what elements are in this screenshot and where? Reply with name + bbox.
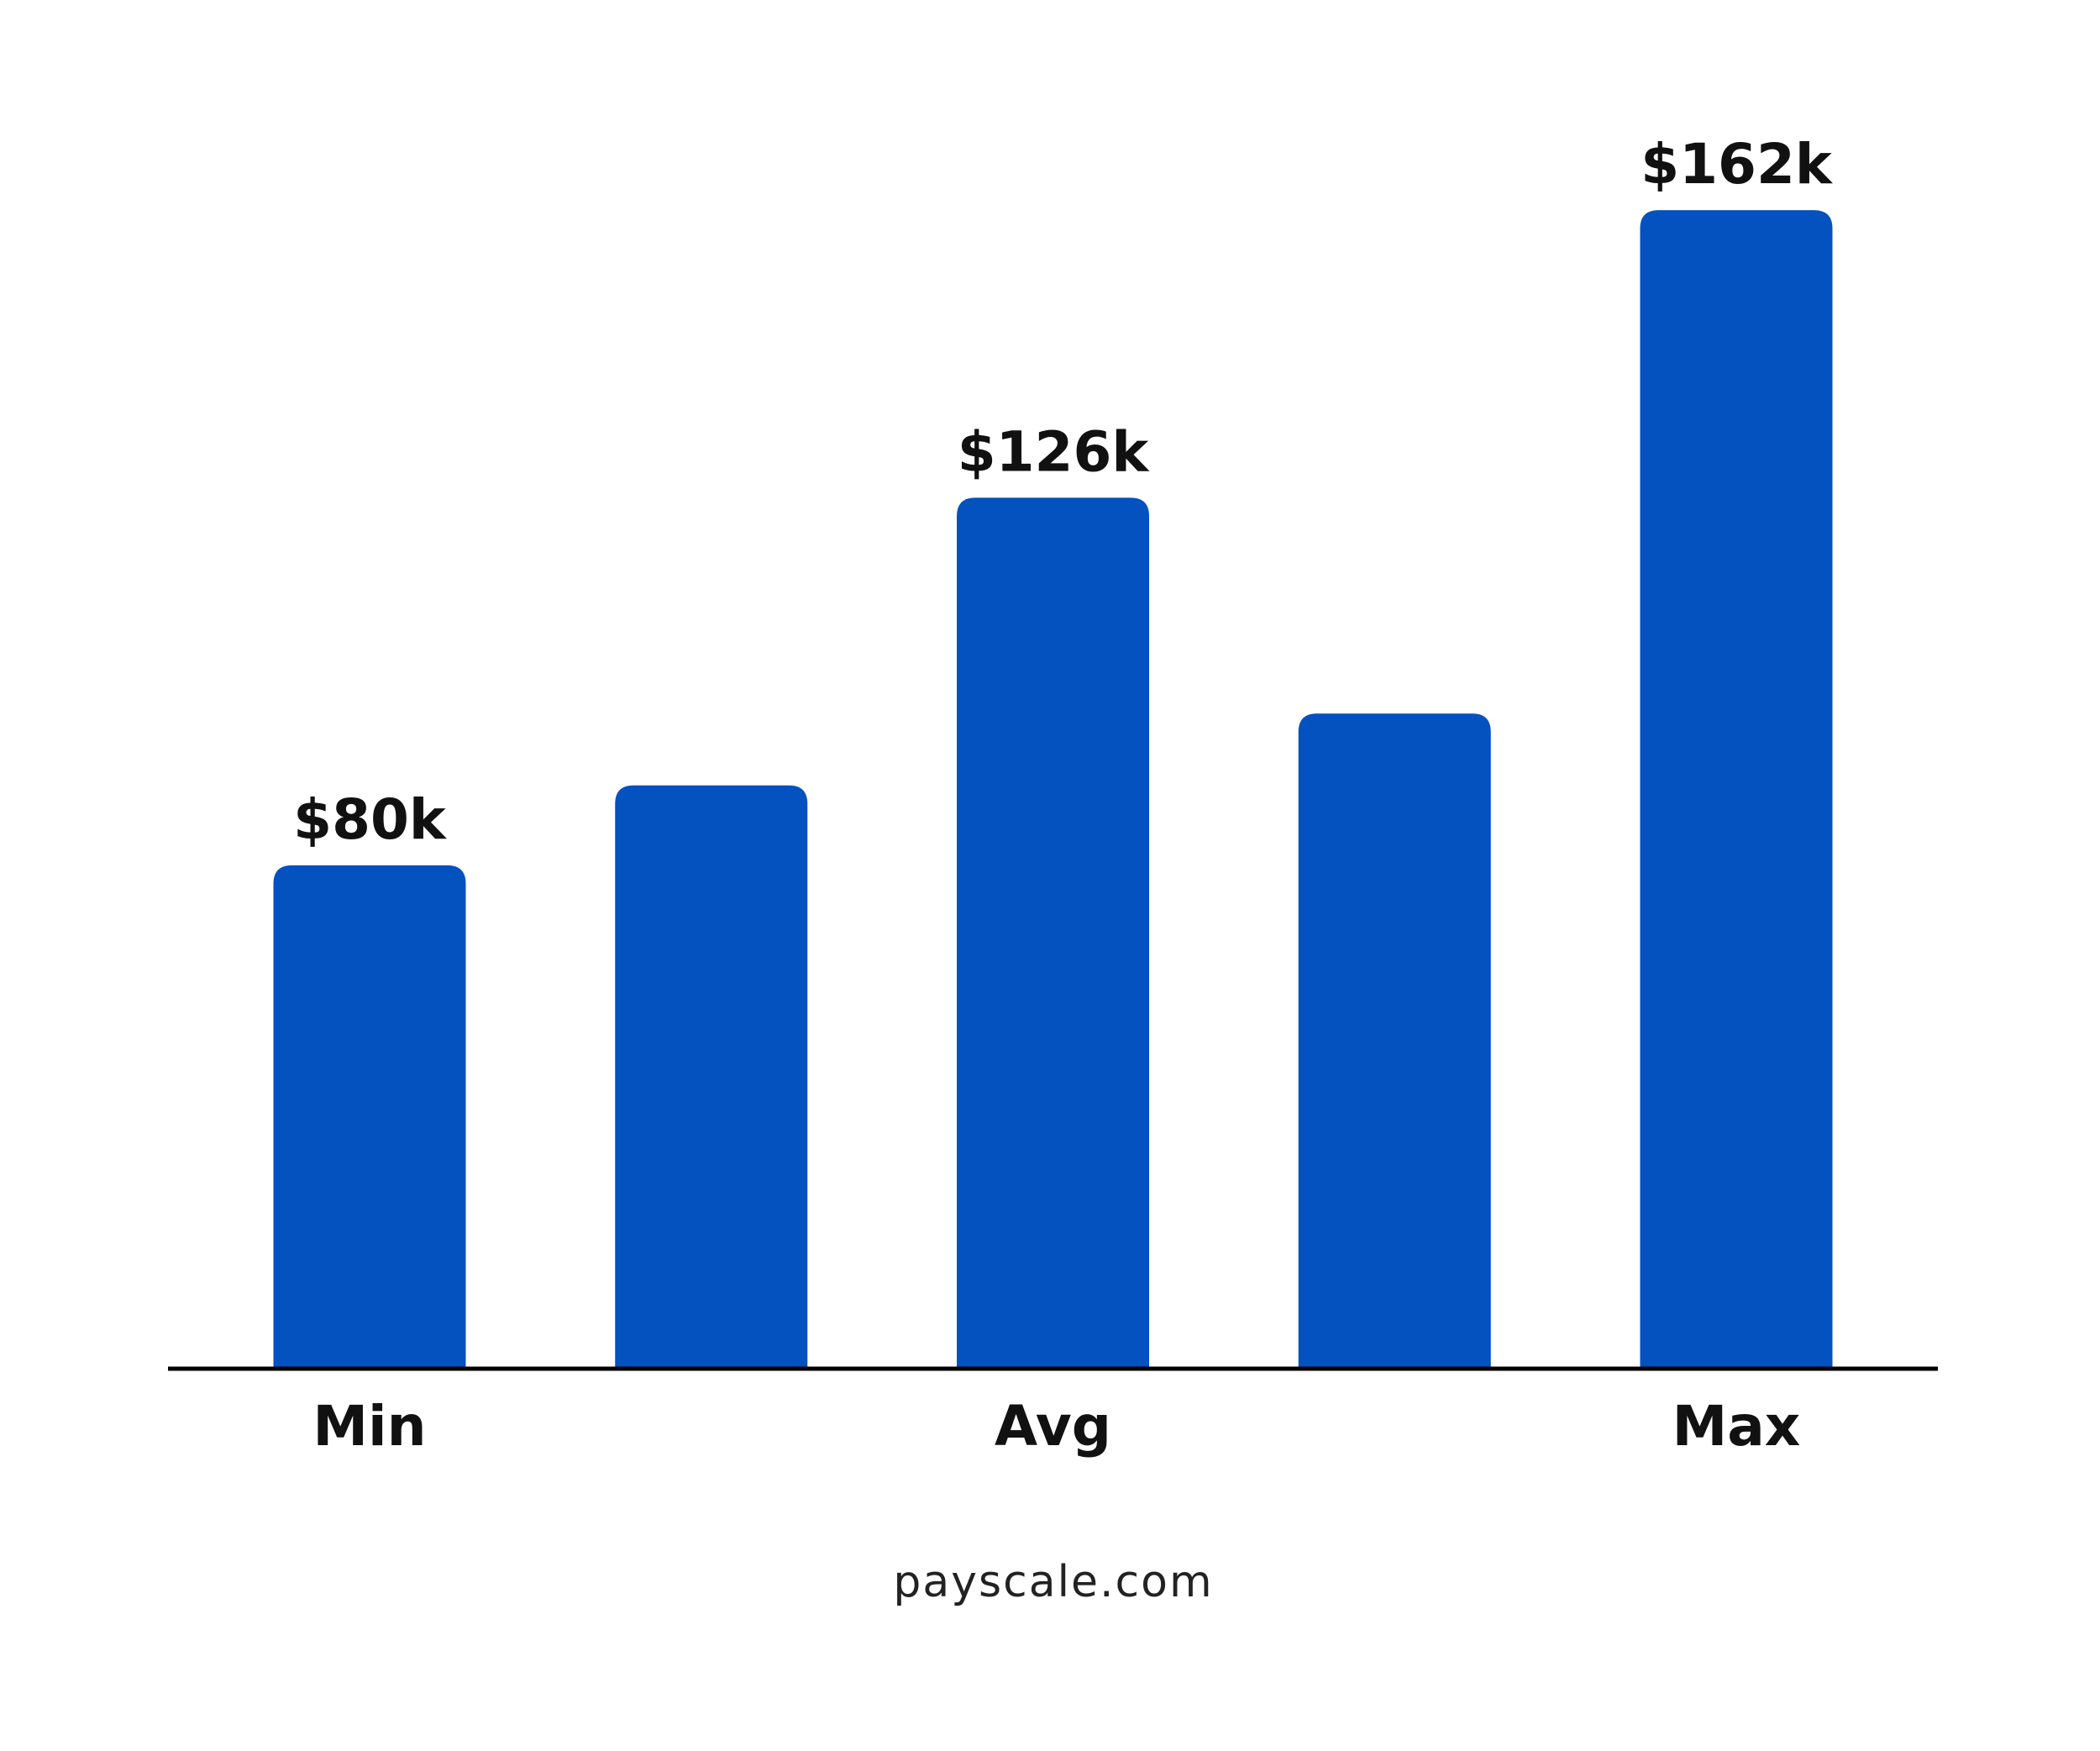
x-tick-label: Min [312,1394,426,1459]
x-tick-label: Max [1672,1394,1801,1459]
bar [1298,713,1491,1369]
value-label: $126k [958,419,1151,484]
bar [1640,210,1833,1370]
value-label: $162k [1641,132,1834,197]
bar [273,865,466,1369]
bar [957,497,1149,1369]
source: payscale.com [893,1557,1213,1607]
x-tick-label: Avg [995,1394,1111,1459]
bar [615,785,808,1369]
value-label: $80k [293,787,448,852]
